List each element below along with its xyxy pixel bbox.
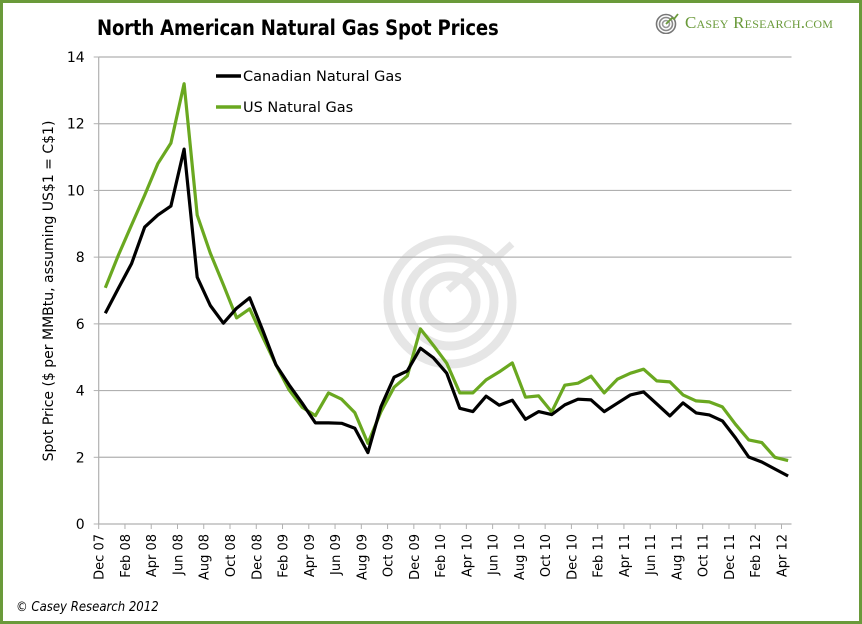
x-tick-label: Jun 11 bbox=[644, 534, 659, 576]
y-axis-title: Spot Price ($ per MMBtu, assuming US$1 =… bbox=[41, 121, 57, 462]
legend-label-canadian: Canadian Natural Gas bbox=[243, 69, 402, 85]
brand-name: Casey Research.com bbox=[685, 13, 834, 32]
legend-label-us: US Natural Gas bbox=[243, 100, 353, 116]
y-tick-label: 8 bbox=[76, 250, 85, 266]
series-lines bbox=[103, 82, 789, 478]
x-tick-label: Feb 08 bbox=[119, 534, 134, 578]
y-tick-label: 6 bbox=[76, 317, 85, 333]
x-tick-label: Oct 08 bbox=[224, 534, 239, 577]
brand-logo: Casey Research.com bbox=[655, 12, 833, 34]
y-tick-label: 2 bbox=[76, 450, 85, 466]
x-tick-label: Apr 12 bbox=[776, 534, 791, 577]
y-tick-label: 12 bbox=[67, 117, 85, 133]
axes bbox=[93, 56, 792, 529]
gridlines bbox=[98, 56, 792, 458]
x-tick-label: Aug 09 bbox=[355, 534, 370, 580]
y-tick-label: 10 bbox=[67, 183, 85, 199]
x-tick-label: Apr 10 bbox=[460, 534, 475, 577]
x-tick-label: Feb 09 bbox=[277, 534, 292, 578]
x-tick-label: Dec 07 bbox=[93, 534, 108, 580]
x-tick-label: Apr 09 bbox=[303, 534, 318, 577]
y-tick-label: 14 bbox=[67, 50, 85, 66]
x-tick-label: Apr 08 bbox=[145, 534, 160, 577]
x-tick-label: Dec 11 bbox=[723, 534, 738, 580]
x-tick-label: Feb 10 bbox=[434, 534, 449, 578]
x-tick-label: Jun 08 bbox=[171, 534, 186, 576]
copyright-footer: © Casey Research 2012 bbox=[16, 600, 159, 615]
x-tick-label: Oct 10 bbox=[539, 534, 554, 577]
legend: Canadian Natural Gas US Natural Gas bbox=[216, 69, 402, 116]
x-tick-label: Aug 10 bbox=[513, 534, 528, 580]
x-tick-label: Dec 09 bbox=[408, 534, 423, 580]
x-tick-label: Feb 11 bbox=[592, 534, 607, 578]
x-tick-labels: Dec 07 Feb 08 Apr 08 Jun 08 Aug 08 Oct 08 Dec … bbox=[93, 534, 791, 580]
x-tick-label: Oct 09 bbox=[382, 534, 397, 577]
watermark-logo-icon bbox=[383, 235, 517, 369]
x-tick-label: Dec 08 bbox=[250, 534, 265, 580]
chart-title: North American Natural Gas Spot Prices bbox=[97, 16, 499, 40]
x-tick-label: Feb 12 bbox=[749, 534, 764, 578]
y-tick-label: 4 bbox=[76, 384, 85, 400]
x-tick-label: Apr 11 bbox=[618, 534, 633, 577]
target-spiral-icon bbox=[655, 13, 679, 34]
x-tick-label: Aug 11 bbox=[670, 534, 685, 580]
x-tick-label: Dec 10 bbox=[565, 534, 580, 580]
y-tick-label: 0 bbox=[76, 517, 85, 533]
y-tick-labels: 0 2 4 6 8 10 12 14 bbox=[67, 50, 85, 533]
x-tick-label: Jun 10 bbox=[487, 534, 502, 576]
x-tick-label: Jun 09 bbox=[329, 534, 344, 576]
series-line-us bbox=[103, 82, 789, 463]
series-line-canadian bbox=[103, 147, 789, 478]
x-tick-label: Aug 08 bbox=[198, 534, 213, 580]
x-tick-label: Oct 11 bbox=[697, 534, 712, 577]
